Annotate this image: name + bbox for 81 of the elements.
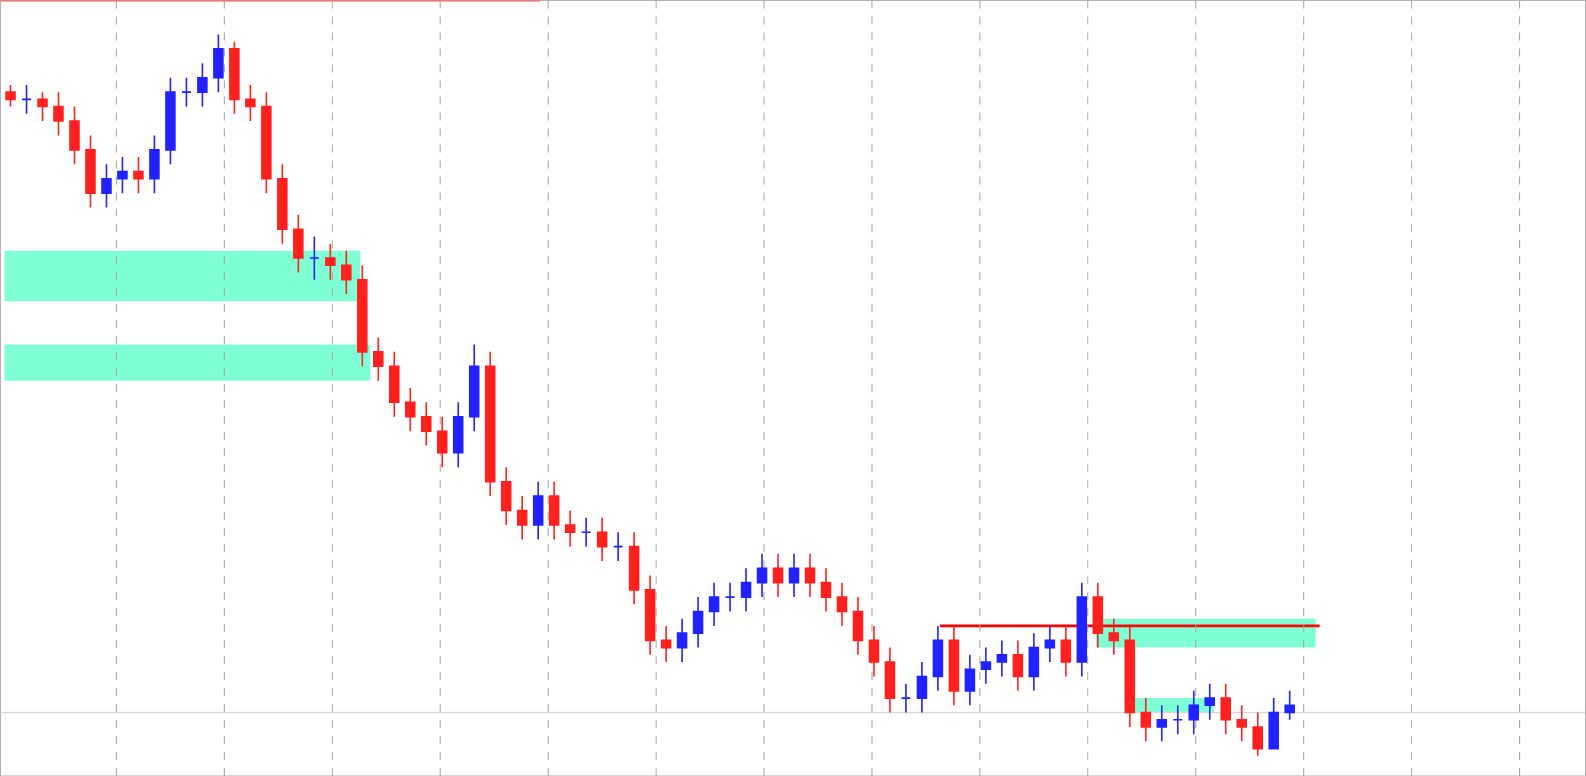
candlestick — [420, 401, 432, 447]
candlestick — [1188, 689, 1200, 735]
candlestick — [37, 91, 48, 122]
candlestick — [980, 646, 992, 685]
candlestick — [181, 76, 192, 108]
candlestick — [1252, 711, 1263, 757]
candlestick — [1172, 704, 1184, 735]
candlestick — [1060, 624, 1072, 677]
candlestick — [1220, 682, 1231, 735]
candlestick — [580, 516, 592, 548]
candlestick — [836, 581, 848, 627]
candlestick — [964, 653, 976, 706]
candlestick — [1268, 697, 1279, 750]
candlestick — [261, 91, 272, 194]
candlestick — [692, 596, 704, 649]
candlestick — [357, 264, 368, 367]
candlestick — [69, 105, 80, 165]
candlestick — [820, 567, 832, 613]
candlestick — [916, 660, 928, 714]
candlestick — [101, 163, 112, 209]
candlestick — [213, 33, 224, 93]
candlestick — [804, 552, 816, 598]
candlestick — [165, 76, 176, 165]
candlestick — [612, 531, 624, 562]
candlestick — [149, 134, 160, 194]
candlestick — [1124, 624, 1136, 728]
candlestick — [996, 639, 1008, 677]
candlestick — [325, 242, 336, 281]
candlestick — [852, 596, 864, 656]
candlestick — [884, 646, 896, 714]
candlestick — [309, 235, 320, 281]
candlestick — [1028, 632, 1040, 692]
candlestick — [756, 552, 768, 598]
candlestick — [53, 91, 64, 136]
candlestick — [932, 624, 944, 692]
candlestick — [628, 531, 640, 605]
candlestick — [197, 62, 208, 108]
candlestick — [117, 156, 128, 194]
candlestick — [1140, 697, 1152, 742]
candlestick — [676, 617, 688, 663]
candlestick — [5, 83, 16, 108]
candlestick — [404, 386, 416, 432]
candlestick — [389, 350, 400, 418]
candlestick — [293, 213, 304, 274]
candlestick — [484, 350, 496, 497]
candlestick — [133, 156, 144, 194]
candlestick — [85, 134, 96, 209]
candlestick — [868, 624, 880, 677]
candlestick — [1236, 704, 1247, 742]
candlestick — [1284, 689, 1295, 721]
candlestick — [564, 509, 576, 548]
candlestick — [1108, 617, 1120, 656]
candlestick — [724, 581, 736, 613]
candlestick — [1156, 704, 1168, 742]
candlestick — [900, 682, 912, 714]
candlestick — [596, 516, 608, 562]
candlestick — [516, 495, 528, 540]
candlestick — [452, 401, 464, 468]
candlestick — [1044, 624, 1056, 663]
candlestick — [277, 163, 288, 245]
candlestick — [788, 552, 800, 598]
candlestick — [660, 624, 672, 663]
candlestick — [532, 480, 544, 540]
candlestick — [341, 249, 352, 295]
candlestick — [468, 343, 480, 432]
candlestick — [229, 40, 240, 115]
candlestick — [740, 567, 752, 613]
candlestick — [644, 574, 656, 656]
candlestick — [21, 83, 32, 115]
candlestick — [708, 581, 720, 627]
candlestick — [1092, 581, 1104, 649]
candlestick — [548, 480, 560, 540]
candlestick — [1076, 581, 1088, 677]
candlestick — [500, 466, 512, 526]
candlestick — [1204, 682, 1216, 721]
candlestick — [245, 83, 256, 122]
candlestick — [948, 624, 960, 706]
candlestick — [373, 336, 384, 382]
candlestick — [1012, 639, 1024, 692]
candlestick — [772, 552, 784, 598]
candlestick — [436, 415, 448, 468]
